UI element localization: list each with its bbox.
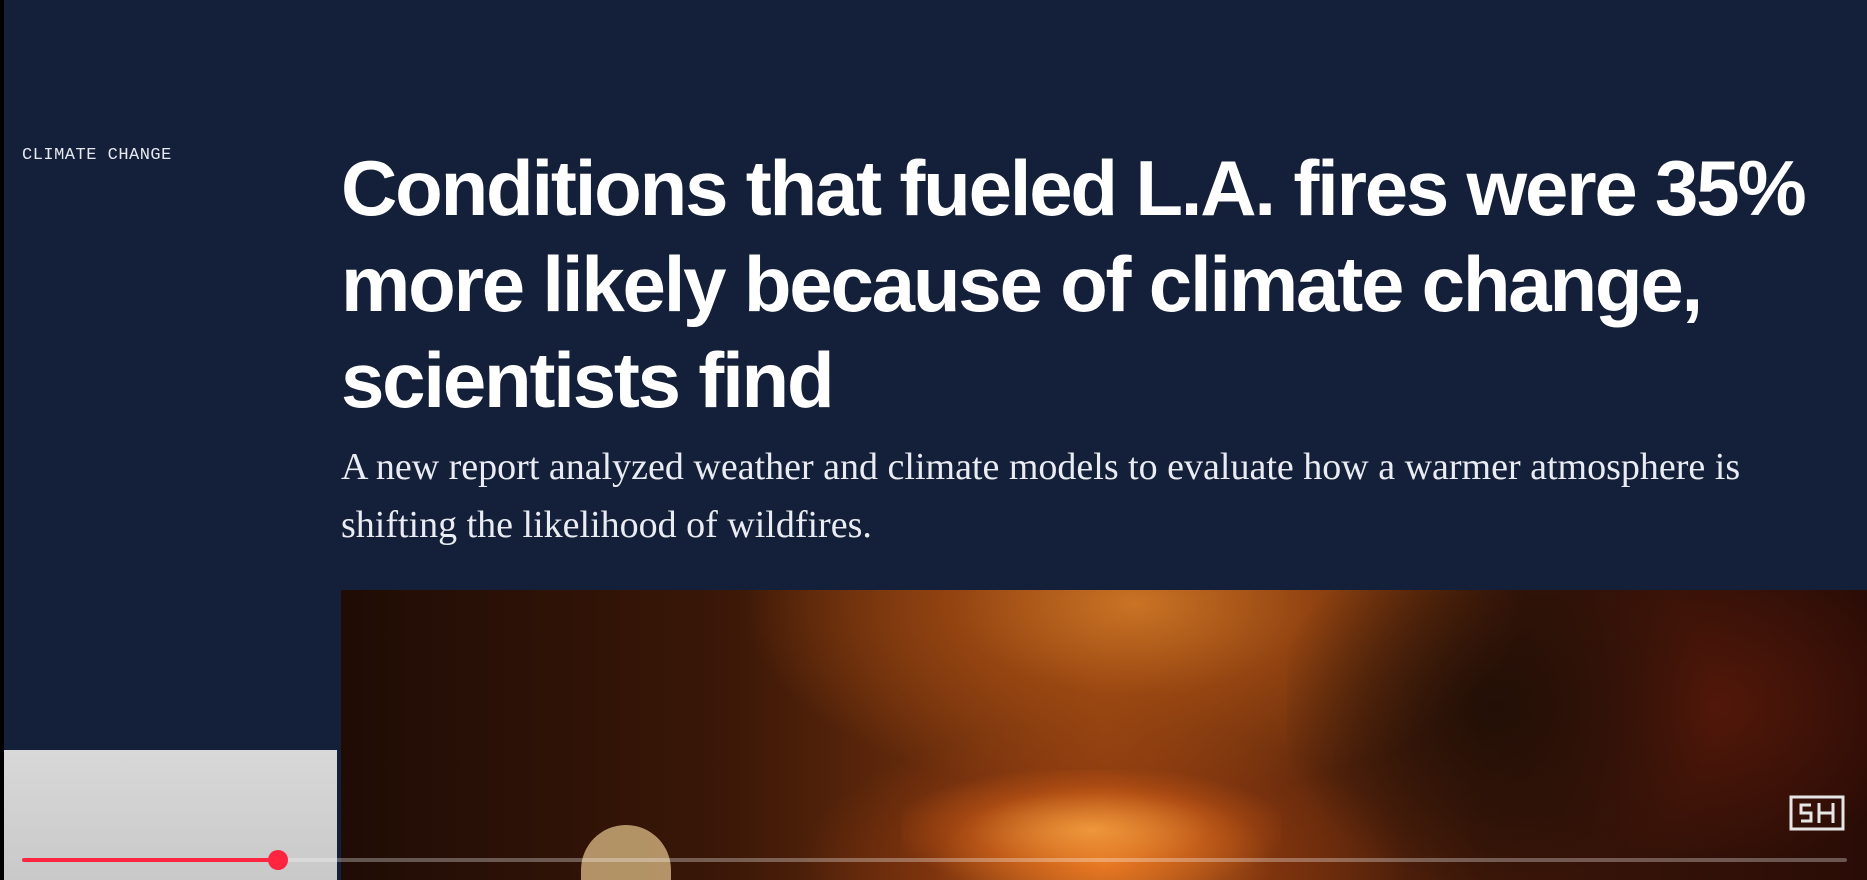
article-headline: Conditions that fueled L.A. fires were 3… — [341, 144, 1807, 424]
sh-logo-icon — [1789, 795, 1845, 831]
wildfire-photo — [341, 590, 1867, 880]
article-category: CLIMATE CHANGE — [22, 146, 172, 165]
article-subheading: A new report analyzed weather and climat… — [341, 446, 1741, 546]
progress-played — [22, 858, 278, 862]
video-frame[interactable]: CLIMATE CHANGE Conditions that fueled L.… — [4, 0, 1867, 880]
firefighter-helmet — [581, 825, 671, 880]
fire-glow — [901, 770, 1281, 880]
tree-silhouette — [1287, 590, 1807, 880]
progress-scrubber-handle[interactable] — [268, 850, 288, 870]
progress-track[interactable] — [22, 858, 1847, 862]
